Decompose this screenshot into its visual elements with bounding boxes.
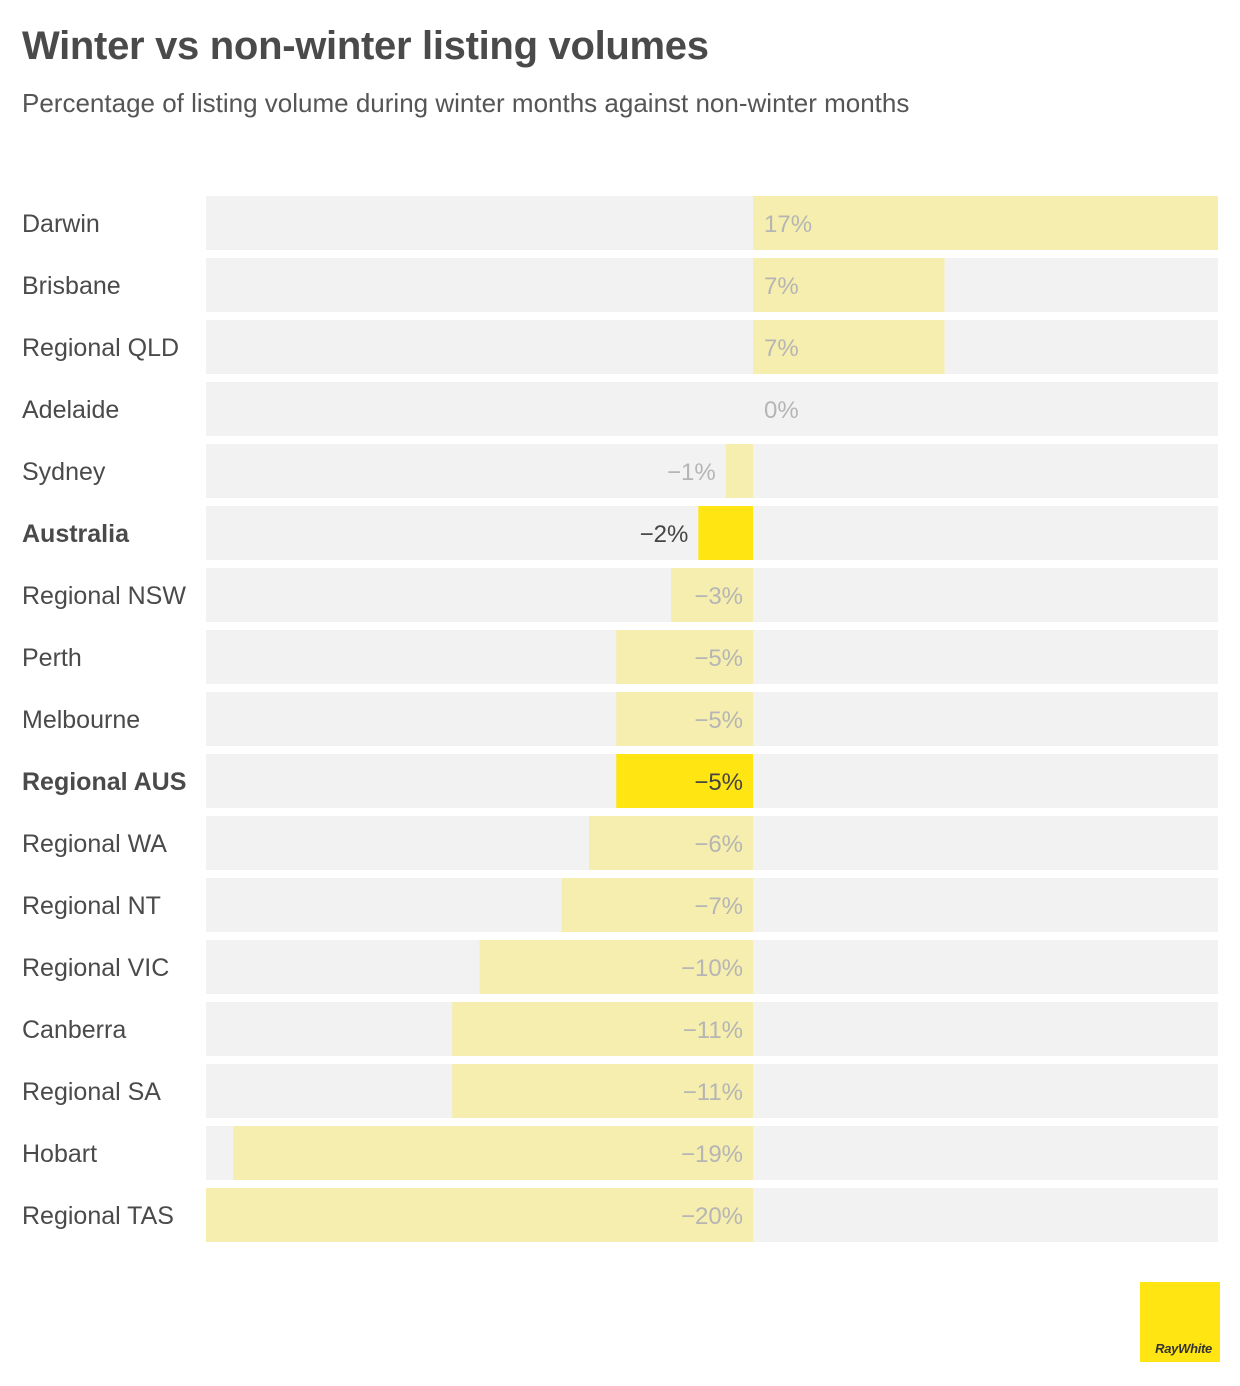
- bar: [616, 692, 754, 746]
- value-label: −5%: [694, 707, 743, 734]
- bar: [753, 196, 1218, 250]
- raywhite-logo: RayWhite: [1140, 1282, 1220, 1362]
- bar: [670, 568, 754, 622]
- value-label: −7%: [694, 893, 743, 920]
- bar: [725, 444, 754, 498]
- category-label: Regional AUS: [22, 768, 186, 796]
- value-label: −20%: [681, 1203, 743, 1230]
- bar-track: [206, 320, 1218, 374]
- category-label: Adelaide: [22, 396, 119, 424]
- logo-text: RayWhite: [1155, 1341, 1212, 1356]
- bar: [561, 878, 754, 932]
- value-label: −19%: [681, 1141, 743, 1168]
- bar-track: [206, 444, 1218, 498]
- category-label: Regional SA: [22, 1078, 161, 1106]
- category-label: Melbourne: [22, 706, 140, 734]
- category-label: Brisbane: [22, 272, 121, 300]
- chart-subtitle: Percentage of listing volume during wint…: [22, 88, 910, 118]
- bar: [698, 506, 754, 560]
- value-label: −5%: [694, 769, 743, 796]
- value-label: −3%: [694, 583, 743, 610]
- value-label: −5%: [694, 645, 743, 672]
- bar: [588, 816, 754, 870]
- category-label: Regional VIC: [22, 954, 169, 982]
- value-label: −10%: [681, 955, 743, 982]
- value-label: −2%: [640, 521, 689, 548]
- value-label: −6%: [694, 831, 743, 858]
- chart-title: Winter vs non-winter listing volumes: [22, 24, 709, 68]
- value-label: 7%: [764, 273, 799, 300]
- bar-track: [206, 382, 1218, 436]
- category-label: Australia: [22, 520, 130, 548]
- bar: [479, 940, 754, 994]
- bar: [753, 258, 945, 312]
- value-label: 0%: [764, 397, 799, 424]
- category-label: Hobart: [22, 1140, 97, 1168]
- bar-track: [206, 258, 1218, 312]
- category-label: Regional TAS: [22, 1202, 174, 1230]
- bar: [452, 1064, 754, 1118]
- bar: [206, 1188, 754, 1242]
- value-label: 7%: [764, 335, 799, 362]
- category-label: Regional NSW: [22, 582, 186, 610]
- bar: [452, 1002, 754, 1056]
- category-label: Darwin: [22, 210, 100, 238]
- value-label: 17%: [764, 211, 812, 238]
- category-label: Perth: [22, 644, 82, 672]
- category-label: Sydney: [22, 458, 106, 486]
- category-label: Canberra: [22, 1016, 126, 1044]
- category-label: Regional QLD: [22, 334, 179, 362]
- bar: [616, 754, 754, 808]
- bar: [233, 1126, 754, 1180]
- value-label: −11%: [683, 1079, 743, 1106]
- value-label: −1%: [667, 459, 716, 486]
- bar: [616, 630, 754, 684]
- category-label: Regional NT: [22, 892, 161, 920]
- category-label: Regional WA: [22, 830, 167, 858]
- value-label: −11%: [683, 1017, 743, 1044]
- bar: [753, 320, 945, 374]
